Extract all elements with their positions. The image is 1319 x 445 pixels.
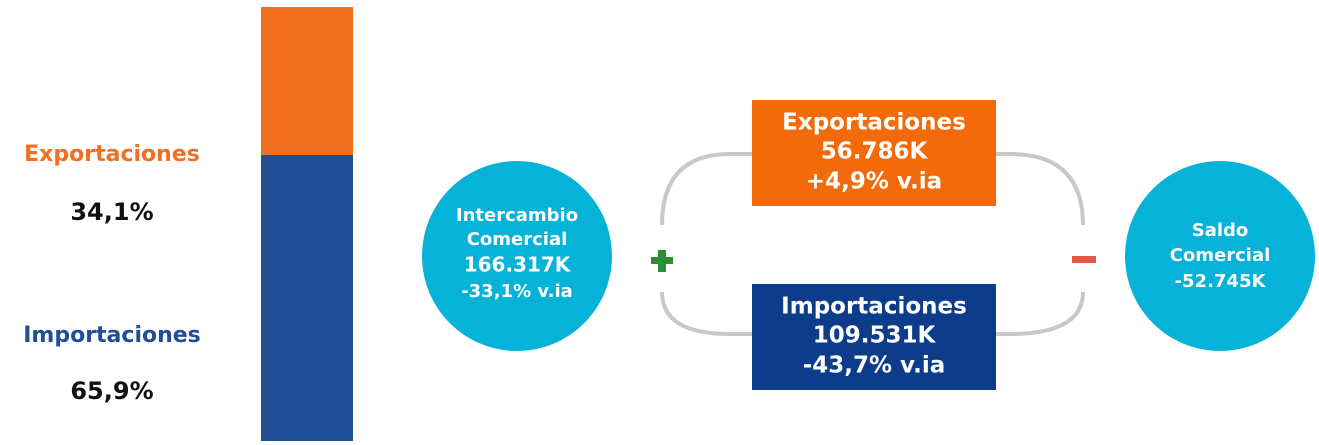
exportaciones-text: 56.786K	[821, 139, 929, 165]
connector	[996, 291, 1085, 336]
exportaciones-box	[752, 100, 996, 206]
importaciones-box	[752, 284, 996, 390]
share-segment	[261, 7, 353, 155]
share-value: 34,1%	[70, 198, 153, 226]
exportaciones-text: +4,9% v.ia	[806, 169, 942, 195]
intercambio-text: Comercial	[467, 229, 568, 250]
share-segment	[261, 154, 353, 441]
connector	[660, 291, 752, 336]
connector	[996, 152, 1085, 226]
intercambio-text: 166.317K	[464, 253, 572, 277]
intercambio-circle	[422, 161, 612, 351]
connectors	[660, 152, 1085, 336]
connector	[660, 152, 752, 226]
share-value: 65,9%	[70, 377, 153, 405]
minus-sign	[1072, 256, 1096, 263]
saldo-text: -52.745K	[1175, 271, 1267, 292]
saldo-text: Saldo	[1192, 220, 1249, 241]
share-name: Importaciones	[23, 323, 201, 348]
plus-sign	[651, 250, 673, 272]
importaciones-text: Importaciones	[781, 294, 967, 320]
intercambio-text: Intercambio	[456, 205, 578, 226]
intercambio-text: -33,1% v.ia	[461, 281, 573, 302]
importaciones-text: 109.531K	[813, 323, 937, 349]
share-name: Exportaciones	[24, 142, 200, 167]
saldo-text: Comercial	[1170, 245, 1271, 266]
saldo-circle	[1125, 161, 1315, 351]
exportaciones-text: Exportaciones	[782, 110, 966, 136]
importaciones-text: -43,7% v.ia	[803, 353, 946, 379]
